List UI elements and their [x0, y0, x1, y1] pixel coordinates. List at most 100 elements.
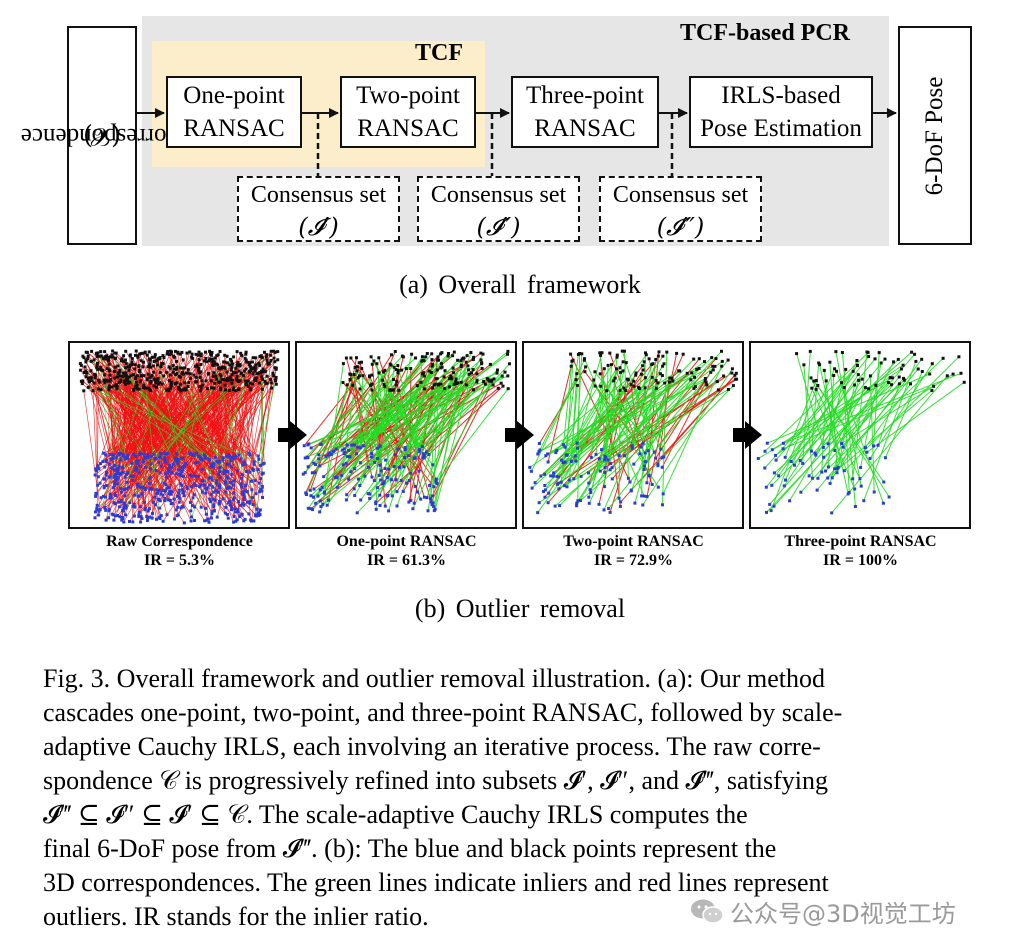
- source-point: [230, 359, 234, 363]
- target-point: [826, 442, 830, 446]
- source-point: [175, 359, 178, 363]
- source-point: [913, 352, 917, 356]
- inlier-line: [136, 364, 257, 471]
- source-point: [190, 352, 194, 356]
- target-point: [108, 496, 112, 500]
- source-point: [451, 366, 455, 370]
- target-point: [353, 494, 357, 497]
- source-point: [214, 374, 218, 378]
- target-point: [378, 493, 382, 497]
- source-point: [177, 386, 181, 390]
- source-point: [229, 368, 233, 372]
- target-point: [212, 462, 216, 466]
- inlier-line: [177, 377, 197, 460]
- target-point: [261, 496, 264, 499]
- target-point: [588, 488, 592, 492]
- target-point: [352, 443, 356, 447]
- consensus-label: Consensus set: [430, 182, 567, 208]
- inlier-line: [802, 351, 811, 464]
- target-point: [229, 481, 233, 485]
- target-point: [813, 451, 817, 455]
- source-point: [249, 369, 253, 373]
- caption-line: spondence 𝒞 is progressively refined int…: [43, 766, 829, 795]
- inlier-line: [843, 387, 850, 493]
- target-point: [318, 464, 322, 468]
- target-point: [573, 454, 577, 458]
- source-point: [261, 370, 265, 374]
- panel-label-two: Two-point RANSAC IR = 72.9%: [521, 532, 746, 570]
- target-point: [638, 452, 642, 456]
- target-point: [628, 480, 632, 484]
- source-point: [189, 376, 193, 380]
- target-point: [142, 452, 146, 456]
- source-point: [432, 383, 436, 387]
- source-point: [124, 349, 128, 353]
- target-point: [188, 451, 192, 455]
- source-point: [223, 353, 227, 357]
- source-point: [169, 382, 173, 386]
- source-point: [377, 371, 381, 375]
- target-point: [180, 488, 184, 492]
- target-point: [196, 474, 200, 478]
- source-point: [731, 384, 735, 388]
- outlier-line: [119, 376, 180, 517]
- source-point: [855, 363, 859, 367]
- inlier-line: [548, 367, 621, 494]
- source-point: [205, 360, 209, 364]
- inlier-line: [662, 352, 668, 505]
- source-point: [496, 368, 499, 372]
- target-point: [662, 455, 666, 459]
- target-point: [181, 505, 185, 509]
- stage-three-point-ransac: Three-point RANSAC: [511, 76, 659, 148]
- source-point: [662, 362, 666, 366]
- target-point: [821, 445, 825, 449]
- target-point: [221, 456, 225, 460]
- source-point: [812, 379, 816, 383]
- target-point: [166, 498, 170, 502]
- target-point: [118, 515, 122, 519]
- target-point: [96, 483, 100, 487]
- target-point: [375, 446, 379, 450]
- source-point: [114, 383, 118, 387]
- source-point: [90, 379, 94, 383]
- outlier-caption: (b) Outlier removal: [414, 594, 626, 623]
- target-point: [241, 490, 245, 494]
- inlier-line: [98, 378, 148, 516]
- target-point: [403, 456, 406, 459]
- target-point: [113, 514, 117, 518]
- target-point: [378, 444, 382, 448]
- source-point: [647, 357, 651, 361]
- target-point: [258, 490, 262, 494]
- target-point: [117, 505, 121, 509]
- target-point: [146, 519, 149, 522]
- source-point: [264, 355, 268, 359]
- source-point: [602, 367, 606, 371]
- source-point: [508, 362, 511, 366]
- target-point: [594, 452, 598, 456]
- target-point: [240, 513, 244, 517]
- target-point: [853, 505, 857, 508]
- source-point: [82, 389, 86, 393]
- source-point: [108, 373, 112, 377]
- target-point: [179, 506, 183, 510]
- target-point: [205, 486, 209, 490]
- source-point: [269, 359, 273, 363]
- source-point: [490, 378, 494, 382]
- source-point: [137, 370, 141, 374]
- source-point: [230, 365, 234, 369]
- target-point: [419, 497, 423, 501]
- source-point: [644, 353, 648, 357]
- target-point: [318, 488, 322, 492]
- source-point: [695, 367, 699, 371]
- source-point: [446, 354, 450, 358]
- inlier-line: [633, 369, 714, 465]
- caption-line: 𝓘‴ ⊆ 𝓘″ ⊆ 𝓘′ ⊆ 𝒞. The scale-adaptive Cau…: [43, 800, 748, 829]
- target-point: [862, 499, 866, 503]
- target-point: [114, 494, 118, 498]
- target-point: [113, 473, 117, 477]
- panel-arrows: [278, 421, 762, 449]
- source-point: [703, 360, 706, 364]
- target-point: [606, 458, 610, 462]
- target-point: [200, 490, 204, 494]
- source-point: [207, 359, 211, 363]
